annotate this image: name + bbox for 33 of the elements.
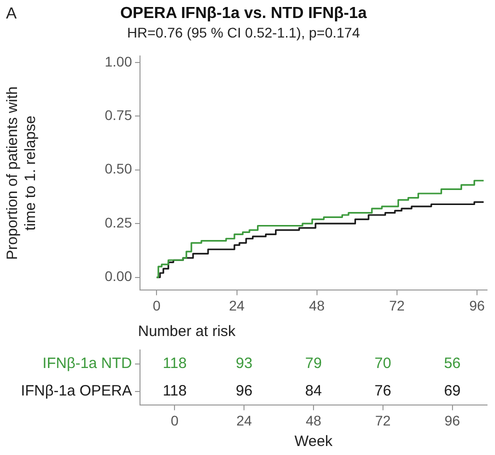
data-label: 118 xyxy=(162,354,187,372)
y-tick-label: 1.00 xyxy=(104,53,132,70)
x-tick-label: 96 xyxy=(444,412,460,428)
data-label: 70 xyxy=(374,354,392,372)
y-axis-title: Proportion of patients with time to 1. relapse xyxy=(4,86,40,260)
chart-subtitle: HR=0.76 (95 % CI 0.52-1.1), p=0.174 xyxy=(127,24,360,40)
x-tick-label: 24 xyxy=(236,412,252,428)
chart-title: OPERA IFNβ-1a vs. NTD IFNβ-1a xyxy=(120,5,367,22)
y-tick-label: IFNβ-1a NTD xyxy=(42,354,132,372)
x-tick-label: 0 xyxy=(170,412,179,428)
data-label: 76 xyxy=(374,382,392,400)
x-tick-label: 0 xyxy=(152,297,161,314)
data-label: 96 xyxy=(236,382,252,400)
data-label: 79 xyxy=(305,354,322,372)
data-label: 56 xyxy=(444,354,461,372)
x-tick-label: 72 xyxy=(375,412,391,428)
x-axis-title: Week xyxy=(294,433,334,450)
chart-title: Number at risk xyxy=(138,323,236,340)
y-tick-label: 0.00 xyxy=(104,268,132,284)
x-tick-label: 72 xyxy=(389,297,405,314)
text: A xyxy=(6,5,17,22)
x-tick-label: 48 xyxy=(309,297,325,314)
y-tick-label: 0.50 xyxy=(104,160,132,177)
data-label: 118 xyxy=(162,382,187,400)
x-tick-label: 24 xyxy=(228,297,245,314)
data-label: 93 xyxy=(236,354,252,372)
x-tick-label: 48 xyxy=(306,412,322,428)
y-tick-label: 0.25 xyxy=(104,214,132,230)
data-label: 84 xyxy=(305,382,322,400)
y-tick-label: IFNβ-1a OPERA xyxy=(20,382,132,400)
x-tick-label: 96 xyxy=(469,297,485,314)
data-label: 69 xyxy=(444,382,461,400)
y-tick-label: 0.75 xyxy=(104,107,132,124)
